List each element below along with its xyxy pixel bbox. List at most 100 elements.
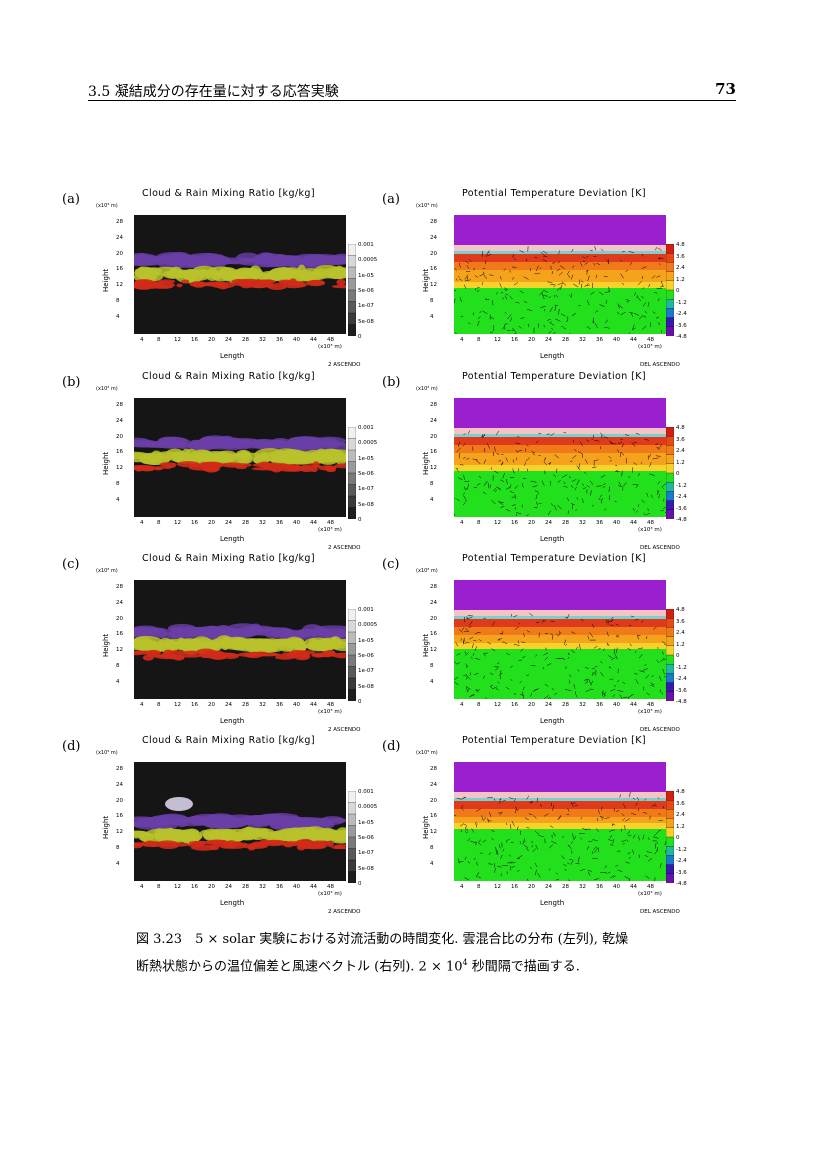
colorbar [665,790,675,884]
x-tick-label: 48 [327,702,334,708]
x-tick-label: 16 [511,884,518,890]
plot-area [453,215,666,342]
y-tick-label: 4 [430,860,434,867]
page-number: 73 [715,80,736,98]
x-tick-label: 44 [630,337,637,343]
x-axis-unit: (x10³ m) [638,344,662,350]
colorbar-label: 1e-07 [358,486,374,493]
colorbar-label: 0.0005 [358,804,378,811]
cloud-mixing-field [119,398,356,517]
colorbar-label: 0 [358,881,362,887]
y-tick-label: 12 [116,647,123,654]
x-tick-label: 12 [494,337,501,343]
figure-caption: 図 3.23 5 × solar 実験における対流活動の時間変化. 雲混合比の分… [136,928,676,978]
x-tick-label: 48 [647,884,654,890]
x-axis-unit: (x10³ m) [638,527,662,533]
x-tick-label: 36 [276,702,283,708]
panel-title: Potential Temperature Deviation [K] [462,735,646,746]
panel-d-left: (d) (x10³ m) Cloud & Rain Mixing Ratio [kg… [62,733,382,915]
y-tick-label: 12 [116,282,123,289]
x-tick-label: 48 [647,702,654,708]
colorbar-label: -1.2 [676,482,687,489]
x-tick-label: 48 [327,337,334,343]
colorbar-label: 0.0005 [358,257,378,264]
x-tick-label: 32 [579,702,586,708]
caption-line-2: 断熱状態からの温位偏差と風速ベクトル (右列). 2 × 104 秒間隔で描画す… [136,951,676,978]
y-tick-label: 4 [430,313,434,320]
y-axis-label: Height [422,815,430,839]
panel-title: Cloud & Rain Mixing Ratio [kg/kg] [142,735,315,746]
x-tick-label: 48 [647,337,654,343]
x-tick-label: 36 [276,520,283,526]
plot-area [452,580,669,703]
x-tick-label: 28 [242,884,249,890]
y-axis-unit: (x10³ m) [96,203,118,209]
x-tick-label: 48 [327,520,334,526]
y-tick-label: 8 [430,663,434,669]
colorbar-label: -1.2 [676,664,687,671]
panel-label: (b) [382,375,401,390]
x-tick-label: 40 [293,884,300,890]
x-tick-label: 28 [562,884,569,890]
y-tick-label: 20 [430,615,437,622]
y-tick-label: 16 [430,813,437,820]
colorbar-label: -3.6 [676,505,687,512]
colorbar-label: 1e-07 [358,668,374,675]
x-tick-label: 44 [310,884,317,890]
x-tick-label: 12 [174,337,181,343]
x-axis-label: Length [540,352,565,360]
x-tick-label: 32 [579,884,586,890]
colorbar-label: 5e-06 [358,288,374,294]
y-tick-label: 28 [430,219,437,225]
colorbar-label: -2.4 [676,311,687,317]
x-tick-label: 20 [208,702,215,708]
colorbar-label: 5e-06 [358,653,374,659]
x-tick-label: 44 [630,702,637,708]
y-tick-label: 20 [430,433,437,440]
y-tick-label: 24 [430,234,437,241]
y-tick-label: 28 [430,584,437,590]
y-tick-label: 24 [430,599,437,606]
x-tick-label: 8 [157,702,161,708]
plot-area [450,398,668,525]
plot-area [119,398,356,517]
colorbar-label: 2.4 [676,448,685,454]
y-tick-label: 20 [430,250,437,257]
y-tick-label: 20 [116,615,123,622]
y-axis-label: Height [102,815,110,839]
colorbar-label: 5e-08 [358,683,374,690]
y-tick-label: 8 [430,845,434,851]
x-axis-unit: (x10³ m) [638,891,662,897]
x-tick-label: 20 [208,884,215,890]
colorbar-label: 2.4 [676,265,685,271]
x-tick-label: 4 [460,702,464,708]
x-axis-label: Length [220,352,245,360]
x-tick-label: 44 [630,884,637,890]
x-tick-label: 28 [242,702,249,708]
panel-label: (d) [382,739,401,754]
x-tick-label: 36 [596,884,603,890]
colorbar-wrap [665,608,675,705]
y-tick-label: 24 [116,781,123,788]
plot-area [115,762,361,881]
colorbar-wrap [665,426,675,523]
x-tick-label: 4 [140,702,144,708]
x-tick-label: 16 [191,884,198,890]
x-tick-label: 28 [242,337,249,343]
panel-label: (a) [382,192,400,207]
page-header: 3.5 凝結成分の存在量に対する応答実験 73 [88,78,736,101]
colorbar-label: 1e-05 [358,819,374,826]
y-tick-label: 24 [430,781,437,788]
x-axis-label: Length [220,717,245,725]
panel-a-left: (a) (x10³ m) Cloud & Rain Mixing Ratio [kg… [62,186,382,368]
x-tick-label: 8 [477,702,481,708]
colorbar-label: 5e-08 [358,501,374,508]
colorbar-label: 1.2 [676,823,685,830]
y-axis-unit: (x10³ m) [416,568,438,574]
colorbar-label: 0.001 [358,607,374,613]
x-tick-label: 4 [140,884,144,890]
y-tick-label: 8 [116,663,120,669]
y-axis-unit: (x10³ m) [96,386,118,392]
colorbar-label: 1.2 [676,641,685,648]
panel-title: Cloud & Rain Mixing Ratio [kg/kg] [142,371,315,382]
